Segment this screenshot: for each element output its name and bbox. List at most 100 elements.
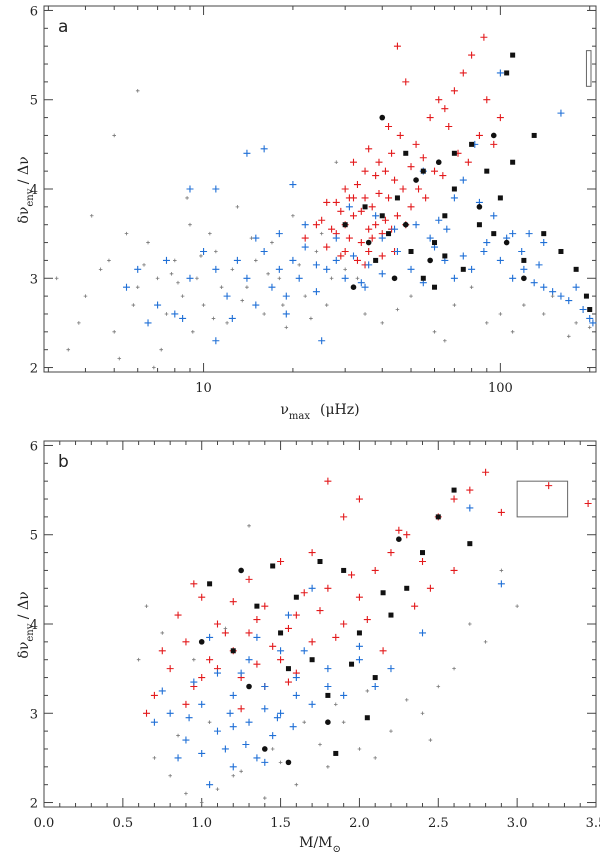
data-point-cross [292, 691, 300, 699]
data-point-square [341, 567, 347, 573]
data-point-cross [541, 312, 546, 316]
data-point-cross [443, 338, 447, 343]
data-point-cross [426, 234, 434, 242]
data-point-cross [387, 549, 395, 557]
y-tick-label: 6 [30, 4, 38, 19]
data-point-cross [146, 240, 150, 245]
data-point-cross [289, 181, 297, 189]
data-point-circle [262, 746, 268, 752]
x-tick-label: 0.0 [34, 816, 55, 831]
panel-a-error-box [585, 50, 592, 87]
y-label-rest: / Δν [16, 591, 32, 623]
data-point-cross [499, 568, 504, 573]
panel-b-frame [43, 440, 597, 808]
data-point-cross [385, 123, 393, 131]
data-point-square [587, 307, 593, 313]
data-point-cross [468, 51, 476, 59]
data-point-cross [357, 239, 365, 247]
data-point-cross [365, 247, 373, 255]
x-tick-label: 0.5 [113, 816, 134, 831]
data-point-square [504, 70, 510, 76]
data-point-cross [54, 276, 59, 281]
data-point-cross [372, 221, 380, 229]
data-point-cross [490, 140, 498, 148]
data-point-cross [180, 294, 185, 298]
data-point-square [510, 159, 516, 165]
data-point-cross [316, 607, 324, 615]
data-point-cross [363, 312, 367, 316]
panel-b-error-box [516, 480, 569, 518]
x-label-sun-subscript: ⊙ [333, 844, 341, 855]
data-point-cross [309, 316, 313, 321]
data-point-cross [162, 256, 170, 264]
data-point-square [521, 257, 527, 263]
data-point-cross [329, 276, 334, 281]
data-point-cross [345, 203, 353, 211]
data-point-cross [243, 149, 251, 157]
data-point-cross [300, 589, 308, 597]
data-point-cross [294, 782, 299, 787]
data-point-cross [200, 247, 208, 255]
data-point-cross [229, 723, 237, 731]
data-point-cross [393, 42, 401, 50]
data-point-cross [450, 495, 458, 503]
data-point-square [364, 715, 370, 721]
data-point-cross [324, 584, 332, 592]
x-tick-label: 3.0 [507, 816, 528, 831]
data-point-cross [233, 256, 241, 264]
data-point-circle [391, 275, 398, 282]
data-point-square [309, 657, 315, 663]
data-point-cross [266, 272, 270, 276]
data-point-square [379, 213, 385, 219]
data-point-cross [482, 468, 490, 476]
data-point-cross [368, 234, 376, 242]
data-point-cross [464, 158, 472, 166]
data-point-cross [337, 252, 345, 260]
data-point-cross [195, 276, 199, 281]
data-point-cross [297, 263, 301, 267]
data-point-cross [135, 285, 140, 289]
data-point-cross [357, 207, 365, 215]
data-point-cross [199, 254, 203, 258]
data-point-square [230, 648, 236, 654]
data-point-cross [395, 307, 400, 312]
data-point-square [404, 585, 410, 591]
data-point-cross [432, 330, 437, 334]
data-point-cross [262, 312, 266, 316]
data-point-square [420, 550, 426, 556]
data-point-cross [214, 249, 218, 254]
data-point-cross [207, 720, 212, 724]
data-point-cross [422, 194, 430, 202]
data-point-cross [332, 234, 340, 242]
x-tick-label: 2.5 [428, 816, 449, 831]
data-point-cross [557, 292, 565, 300]
data-point-cross [579, 306, 587, 314]
panel-b-ticks [43, 441, 597, 807]
data-point-cross [450, 87, 458, 95]
panel-a-y-label: δνenv / Δν [16, 156, 36, 223]
data-point-cross [245, 575, 253, 583]
data-point-cross [312, 288, 320, 296]
panel-b-letter: b [58, 452, 69, 472]
data-point-square [469, 141, 475, 147]
data-point-square [491, 231, 497, 237]
data-point-cross [381, 216, 389, 224]
data-point-cross [182, 700, 190, 708]
data-point-cross [186, 185, 194, 193]
data-point-cross [247, 524, 251, 528]
data-point-cross [373, 756, 377, 760]
data-point-cross [221, 745, 229, 753]
data-point-cross [484, 321, 489, 325]
data-point-cross [237, 669, 245, 677]
data-point-cross [341, 247, 349, 255]
data-point-cross [223, 626, 228, 631]
data-point-cross [154, 301, 162, 309]
data-point-cross [166, 665, 174, 673]
panel-a: 10 100 2 3 4 5 6 a νmax (μHz) δνenv / Δν [16, 4, 597, 422]
data-point-square [394, 195, 400, 201]
data-point-cross [340, 513, 348, 521]
data-point-cross [496, 114, 504, 122]
data-point-cross [522, 303, 526, 307]
data-point-cross [480, 33, 488, 41]
data-point-cross [270, 747, 275, 751]
